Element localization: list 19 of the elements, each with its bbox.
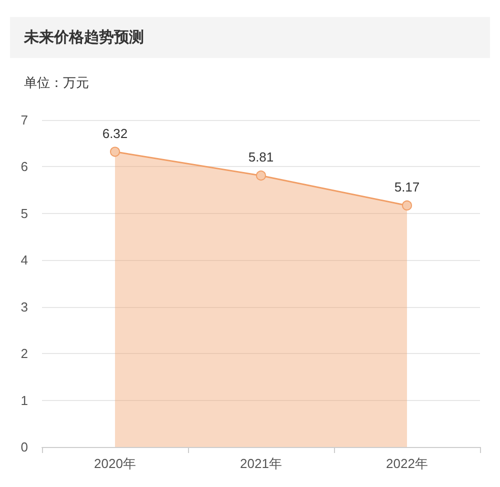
y-tick-label: 3 xyxy=(20,299,28,314)
y-tick-label: 6 xyxy=(20,159,28,174)
y-tick-label: 5 xyxy=(20,206,28,221)
point xyxy=(110,146,120,157)
x-tick-label: 2022年 xyxy=(386,456,428,471)
data-label: 5.81 xyxy=(248,150,274,165)
y-tick-label: 7 xyxy=(20,112,28,128)
y-axis-title: 单位：万元 xyxy=(24,75,89,90)
point xyxy=(402,200,412,210)
y-tick-label: 4 xyxy=(20,252,28,268)
data-label: 6.32 xyxy=(102,126,128,141)
x-tick-label: 2021年 xyxy=(240,456,282,471)
y-tick-label: 0 xyxy=(20,440,28,454)
chart-title: 未来价格趋势预测 xyxy=(24,29,144,46)
x-tick-label: 2020年 xyxy=(94,456,136,471)
point xyxy=(256,170,266,181)
y-tick-label: 2 xyxy=(20,346,28,362)
data-label: 5.17 xyxy=(394,179,420,194)
y-tick-label: 1 xyxy=(20,392,28,408)
